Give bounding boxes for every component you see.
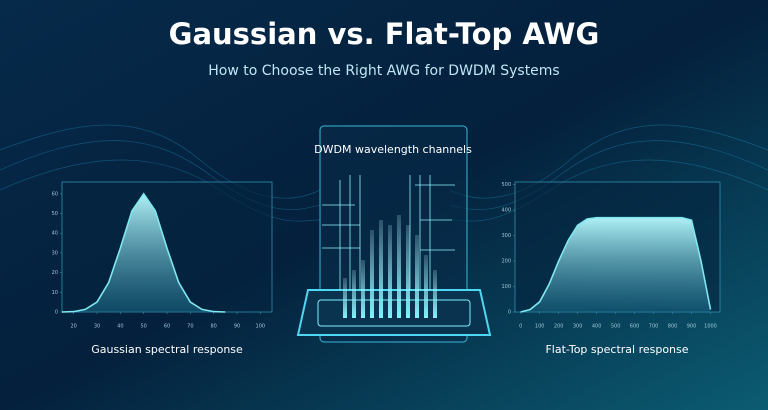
x-tick-label: 30 bbox=[94, 324, 100, 330]
y-tick-label: 60 bbox=[52, 191, 58, 197]
chart-caption: Gaussian spectral response bbox=[91, 343, 243, 356]
y-tick-label: 500 bbox=[501, 182, 511, 188]
x-tick-label: 40 bbox=[117, 324, 123, 330]
wave-decoration bbox=[0, 124, 768, 222]
x-tick-label: 70 bbox=[187, 324, 193, 330]
x-tick-label: 600 bbox=[630, 324, 640, 330]
y-tick-label: 0 bbox=[508, 310, 511, 316]
y-tick-label: 400 bbox=[501, 208, 511, 214]
area-fill bbox=[62, 193, 226, 312]
y-tick-label: 10 bbox=[52, 290, 58, 296]
x-tick-label: 500 bbox=[611, 324, 621, 330]
charts: 0 10 20 30 40 50 60 20 30 40 50 60 70 80 90 100 Gaussian… bbox=[52, 181, 721, 356]
x-tick-label: 100 bbox=[256, 324, 266, 330]
y-tick-label: 30 bbox=[52, 250, 58, 256]
y-tick-label: 50 bbox=[52, 211, 58, 217]
y-tick-label: 20 bbox=[52, 270, 58, 276]
chart-caption: Flat-Top spectral response bbox=[545, 343, 688, 356]
center-label: DWDM wavelength channels bbox=[314, 143, 472, 156]
y-tick-label: 0 bbox=[55, 310, 58, 316]
x-tick-label: 20 bbox=[70, 324, 76, 330]
y-tick-label: 300 bbox=[501, 233, 511, 239]
x-tick-label: 50 bbox=[140, 324, 146, 330]
channel-illustration bbox=[296, 125, 492, 343]
x-tick-label: 60 bbox=[164, 324, 170, 330]
y-tick-label: 200 bbox=[501, 259, 511, 265]
x-tick-label: 0 bbox=[519, 324, 522, 330]
response-curve bbox=[61, 192, 226, 313]
title: Gaussian vs. Flat-Top AWG bbox=[169, 17, 600, 51]
x-tick-label: 80 bbox=[210, 324, 216, 330]
y-tick-label: 100 bbox=[501, 284, 511, 290]
x-tick-label: 400 bbox=[592, 324, 602, 330]
x-tick-label: 900 bbox=[687, 324, 697, 330]
subtitle: How to Choose the Right AWG for DWDM Sys… bbox=[208, 63, 559, 79]
x-tick-label: 200 bbox=[554, 324, 564, 330]
x-tick-label: 1000 bbox=[704, 324, 717, 330]
x-tick-label: 90 bbox=[234, 324, 240, 330]
x-tick-label: 100 bbox=[535, 324, 545, 330]
y-tick-label: 40 bbox=[52, 231, 58, 237]
response-curve bbox=[520, 216, 712, 313]
x-tick-label: 300 bbox=[573, 324, 583, 330]
x-tick-label: 800 bbox=[668, 324, 678, 330]
x-tick-label: 700 bbox=[649, 324, 659, 330]
